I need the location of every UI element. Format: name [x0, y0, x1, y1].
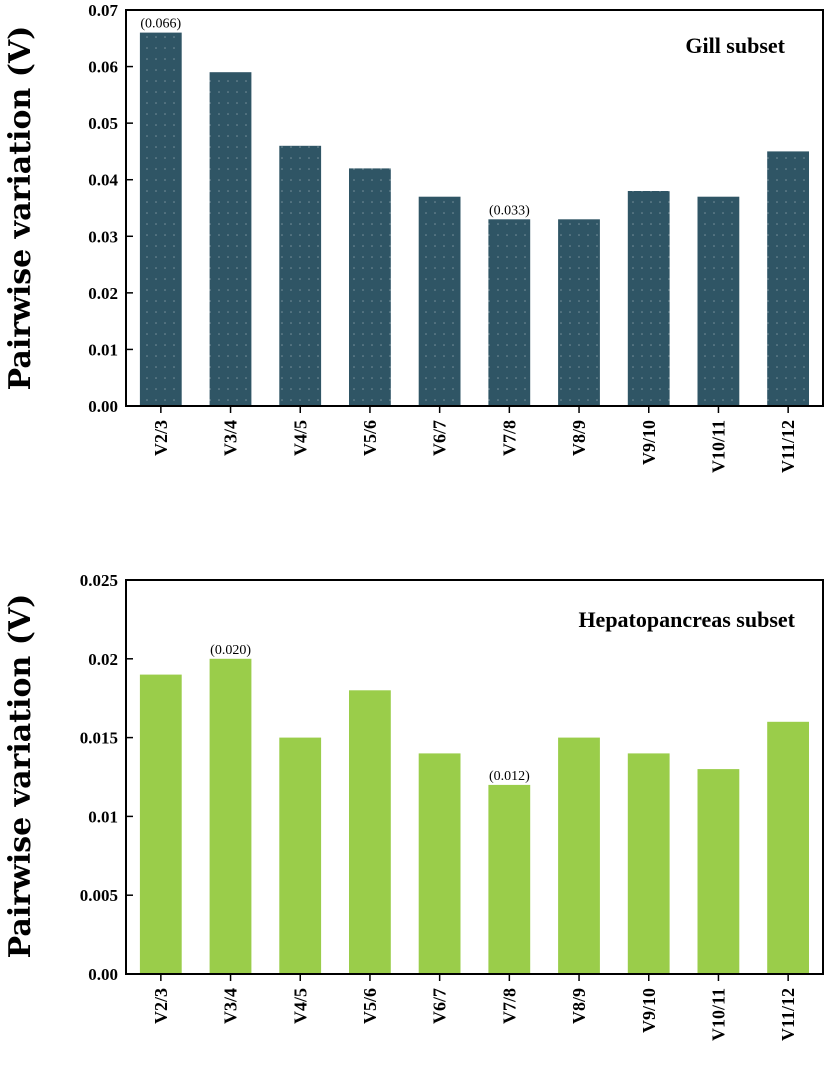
hepatopancreas-annotations: (0.020) (0.012) — [210, 643, 530, 784]
hepatopancreas-bar-v4-5 — [279, 737, 322, 974]
hepatopancreas-x-tick-label: V10/11 — [709, 988, 729, 1041]
hepatopancreas-subset-label: Hepatopancreas subset — [578, 607, 795, 632]
hepatopancreas-bar-v3-4 — [209, 658, 252, 974]
gill-y-tick-label: 0.02 — [88, 284, 118, 303]
hepatopancreas-y-tick-label: 0.015 — [80, 729, 118, 748]
hepatopancreas-bar-v5-6 — [349, 690, 391, 974]
gill-chart: Pairwise variation (V) Gill subset 0.000… — [3, 1, 824, 473]
gill-bar-v5-6 — [349, 168, 391, 406]
gill-x-tick-label: V2/3 — [151, 420, 171, 456]
gill-x-tick-label: V10/11 — [709, 420, 729, 473]
hepatopancreas-x-tick-label: V5/6 — [360, 988, 380, 1024]
hepatopancreas-bars — [139, 658, 809, 974]
gill-bar-v6-7 — [418, 196, 461, 406]
gill-data-label: (0.066) — [140, 17, 181, 32]
gill-x-tick-label: V8/9 — [569, 420, 589, 456]
gill-y-tick-label: 0.00 — [88, 397, 118, 416]
gill-y-tick-label: 0.03 — [88, 227, 118, 246]
gill-x-tick-label: V3/4 — [221, 420, 241, 456]
gill-x-tick-label: V5/6 — [360, 420, 380, 456]
hepatopancreas-bar-v9-10 — [627, 753, 670, 974]
gill-bar-v8-9 — [558, 219, 600, 406]
hepatopancreas-chart: Pairwise variation (V) Hepatopancreas su… — [3, 571, 824, 1041]
gill-x-tick-label: V9/10 — [639, 420, 659, 465]
gill-x-tick-label: V11/12 — [778, 420, 798, 473]
hepatopancreas-plot-frame — [125, 579, 824, 975]
hepatopancreas-y-tick-label: 0.00 — [88, 965, 118, 984]
hepatopancreas-bar-v7-8 — [488, 784, 531, 974]
hepatopancreas-y-tick-label: 0.025 — [80, 571, 118, 590]
hepatopancreas-data-label: (0.020) — [210, 643, 251, 658]
gill-bar-v9-10 — [627, 191, 670, 406]
hepatopancreas-y-ticks: 0.00 0.005 0.01 0.015 0.02 0.025 — [80, 571, 133, 984]
hepatopancreas-bar-v6-7 — [418, 753, 461, 974]
hepatopancreas-x-ticks: V2/3 V3/4 V4/5 V5/6 V6/7 V7/8 V8/9 V9/10 V10/11 V… — [151, 974, 798, 1041]
gill-x-tick-label: V7/8 — [499, 420, 519, 456]
hepatopancreas-y-tick-label: 0.005 — [80, 886, 118, 905]
gill-y-tick-label: 0.04 — [88, 171, 118, 190]
gill-bar-v10-11 — [697, 196, 740, 406]
gill-x-ticks: V2/3 V3/4 V4/5 V5/6 V6/7 V7/8 V8/9 V9/10 V10/11 V… — [151, 406, 798, 473]
hepatopancreas-x-tick-label: V6/7 — [430, 988, 450, 1024]
gill-annotations: (0.066) (0.033) — [140, 17, 530, 219]
gill-bar-v2-3 — [139, 32, 182, 406]
hepatopancreas-x-tick-label: V11/12 — [778, 988, 798, 1041]
gill-x-tick-label: V4/5 — [290, 420, 310, 456]
hepatopancreas-bar-v8-9 — [558, 737, 600, 974]
gill-bars — [139, 32, 809, 407]
hepatopancreas-y-tick-label: 0.01 — [88, 807, 118, 826]
hepatopancreas-bar-v10-11 — [697, 769, 740, 974]
hepatopancreas-x-tick-label: V3/4 — [221, 988, 241, 1024]
gill-y-tick-label: 0.06 — [88, 58, 118, 77]
hepatopancreas-data-label: (0.012) — [489, 769, 530, 784]
gill-y-tick-label: 0.05 — [88, 114, 118, 133]
gill-x-tick-label: V6/7 — [430, 420, 450, 456]
gill-bar-v3-4 — [209, 72, 252, 406]
gill-plot-frame — [125, 9, 824, 407]
gill-data-label: (0.033) — [489, 203, 530, 218]
hepatopancreas-y-tick-label: 0.02 — [88, 650, 118, 669]
hepatopancreas-x-tick-label: V2/3 — [151, 988, 171, 1024]
hepatopancreas-bar-v11-12 — [767, 721, 809, 974]
hepatopancreas-x-tick-label: V7/8 — [499, 988, 519, 1024]
gill-bar-v7-8 — [488, 219, 531, 406]
hepatopancreas-x-tick-label: V9/10 — [639, 988, 659, 1033]
gill-y-ticks: 0.00 0.01 0.02 0.03 0.04 0.05 0.06 0.07 — [88, 1, 133, 416]
gill-bar-v11-12 — [767, 151, 809, 406]
gill-subset-label: Gill subset — [685, 33, 785, 58]
gill-y-tick-label: 0.07 — [88, 1, 118, 20]
gill-y-axis-label: Pairwise variation (V) — [3, 26, 38, 391]
gill-y-tick-label: 0.01 — [88, 340, 118, 359]
hepatopancreas-x-tick-label: V4/5 — [290, 988, 310, 1024]
gill-bar-v4-5 — [279, 145, 322, 407]
hepatopancreas-x-tick-label: V8/9 — [569, 988, 589, 1024]
hepatopancreas-y-axis-label: Pairwise variation (V) — [3, 594, 38, 959]
hepatopancreas-bar-v2-3 — [139, 674, 182, 974]
